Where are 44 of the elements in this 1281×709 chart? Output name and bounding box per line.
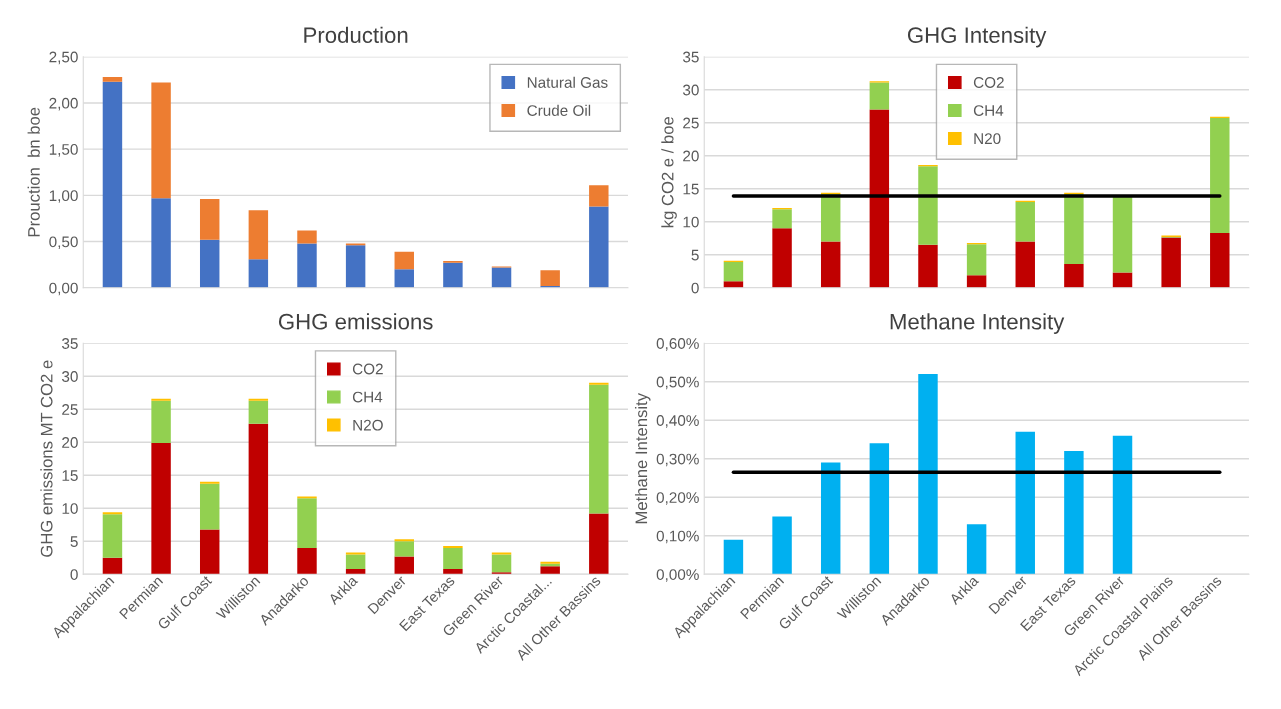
y-tick-label: 0,00 bbox=[49, 282, 78, 296]
y-tick-label: 0 bbox=[691, 282, 699, 294]
y-tick-label: 35 bbox=[682, 51, 699, 63]
y-tick-label: 25 bbox=[683, 117, 699, 129]
y-tick-label: 1,50 bbox=[49, 144, 78, 157]
y-tick-label: 0,10% bbox=[656, 530, 699, 544]
y-tick-label: 20 bbox=[683, 150, 699, 162]
y-tick-label: 10 bbox=[62, 503, 78, 514]
y-tick-label: 20 bbox=[62, 437, 78, 448]
y-tick-label: 15 bbox=[683, 183, 699, 195]
y-axis-title: Methane Intensity bbox=[634, 393, 651, 524]
legend-label: CO2 bbox=[352, 363, 383, 375]
legend-label: CH4 bbox=[352, 391, 383, 403]
chart-title: GHG Intensity bbox=[907, 26, 1047, 48]
y-tick-label: 2,50 bbox=[49, 51, 78, 65]
y-axis-title: Prouction bn boe bbox=[27, 107, 40, 237]
y-tick-label: 30 bbox=[682, 84, 699, 96]
y-axis-title: GHG emissions MT CO2 e bbox=[40, 360, 53, 557]
legend-label: CO2 bbox=[973, 77, 1004, 88]
y-tick-label: 0,40% bbox=[656, 415, 699, 428]
legend-label: CH4 bbox=[973, 105, 1004, 116]
y-tick-label: 35 bbox=[61, 338, 78, 349]
y-tick-label: 0,30% bbox=[656, 453, 699, 467]
y-tick-label: 30 bbox=[61, 371, 78, 382]
chart-title: Methane Intensity bbox=[890, 313, 1065, 334]
y-tick-label: 0,50% bbox=[656, 376, 699, 390]
legend-label: Natural Gas bbox=[527, 76, 608, 88]
y-tick-label: 0,60% bbox=[656, 338, 699, 351]
y-axis-title: kg CO2 e / boe bbox=[661, 116, 677, 228]
legend-label: N2O bbox=[353, 419, 383, 431]
legend-label: Crude Oil bbox=[527, 104, 591, 116]
y-tick-label: 15 bbox=[62, 470, 78, 481]
chart-title: GHG emissions bbox=[278, 313, 433, 330]
y-tick-label: 10 bbox=[683, 216, 699, 228]
y-tick-label: 2,00 bbox=[49, 97, 78, 111]
y-tick-label: 0,20% bbox=[656, 492, 699, 505]
y-tick-label: 25 bbox=[62, 404, 78, 415]
y-tick-label: 0 bbox=[70, 569, 78, 580]
y-tick-label: 5 bbox=[70, 536, 78, 547]
y-tick-label: 5 bbox=[691, 249, 699, 261]
chart-title: Production bbox=[304, 26, 408, 44]
y-tick-label: 0,50 bbox=[49, 236, 78, 250]
legend-label: N20 bbox=[974, 133, 1001, 145]
y-tick-label: 1,00 bbox=[49, 190, 78, 203]
